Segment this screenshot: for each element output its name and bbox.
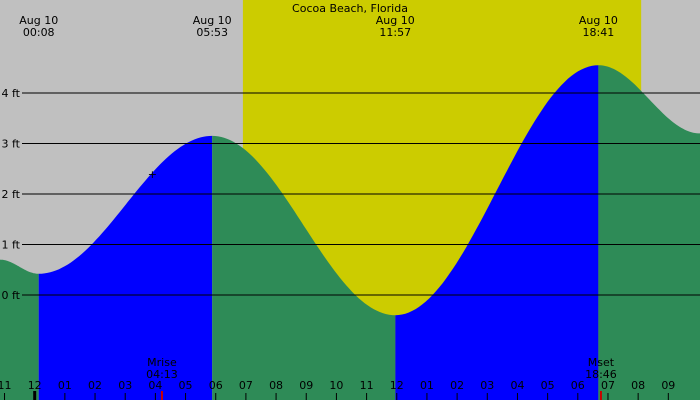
x-tick-label: 08 [631, 379, 645, 392]
x-tick-label: 11 [360, 379, 374, 392]
x-tick-label: 09 [299, 379, 313, 392]
x-tick-label: 01 [420, 379, 434, 392]
tide-extreme-date: Aug 10 [19, 14, 58, 27]
x-tick-label: 02 [88, 379, 102, 392]
moon-event-label: Mset [588, 356, 615, 369]
tide-extreme-time: 18:41 [583, 26, 615, 39]
moon-event-tick [160, 391, 163, 400]
tide-extreme-time: 00:08 [23, 26, 55, 39]
tide-area [0, 65, 700, 400]
y-axis-labels: 0 ft 1 ft 2 ft 3 ft 4 ft [2, 87, 21, 302]
x-tick-label: 07 [239, 379, 253, 392]
x-tick-label: 04 [510, 379, 524, 392]
tide-extreme-date: Aug 10 [193, 14, 232, 27]
x-tick-label: 02 [450, 379, 464, 392]
y-tick-label: 4 ft [2, 87, 21, 100]
falling-tide-segment [212, 135, 396, 400]
tide-extreme-time: 11:57 [379, 26, 411, 39]
x-tick-label: 07 [601, 379, 615, 392]
x-axis-ticks: 11 12 01 02 03 04 05 06 07 08 09 10 11 12 01 02 03 04 05 06… [0, 379, 675, 400]
y-tick-label: 3 ft [2, 138, 21, 151]
y-tick-label: 0 ft [2, 289, 21, 302]
x-tick-label: 12 [28, 379, 42, 392]
x-tick-label: 06 [209, 379, 223, 392]
y-tick-label: 1 ft [2, 239, 21, 252]
x-tick-label: 04 [148, 379, 162, 392]
tide-extreme-time: 05:53 [196, 26, 228, 39]
x-tick-label: 06 [571, 379, 585, 392]
x-tick-label: 10 [329, 379, 343, 392]
x-tick-label: 01 [58, 379, 72, 392]
x-tick-label: 03 [118, 379, 132, 392]
current-tide-marker: + [148, 168, 157, 181]
tide-extreme-date: Aug 10 [376, 14, 415, 27]
x-tick-label: 05 [541, 379, 555, 392]
falling-tide-segment [598, 65, 700, 400]
moon-event-label: Mrise [147, 356, 177, 369]
rising-tide-segment [38, 135, 213, 400]
midnight-marker [33, 391, 37, 400]
y-tick-label: 2 ft [2, 188, 21, 201]
moon-event-time: 18:46 [585, 368, 617, 381]
x-tick-label: 03 [480, 379, 494, 392]
x-tick-label: 05 [179, 379, 193, 392]
moon-event-time: 04:13 [146, 368, 178, 381]
x-tick-label: 11 [0, 379, 12, 392]
tide-extreme-date: Aug 10 [579, 14, 618, 27]
rising-tide-segment [395, 65, 599, 400]
moon-event-tick [599, 391, 602, 400]
x-tick-label: 09 [661, 379, 675, 392]
chart-title: Cocoa Beach, Florida [292, 2, 408, 15]
x-tick-label: 12 [390, 379, 404, 392]
gridlines [22, 92, 700, 296]
x-tick-label: 08 [269, 379, 283, 392]
